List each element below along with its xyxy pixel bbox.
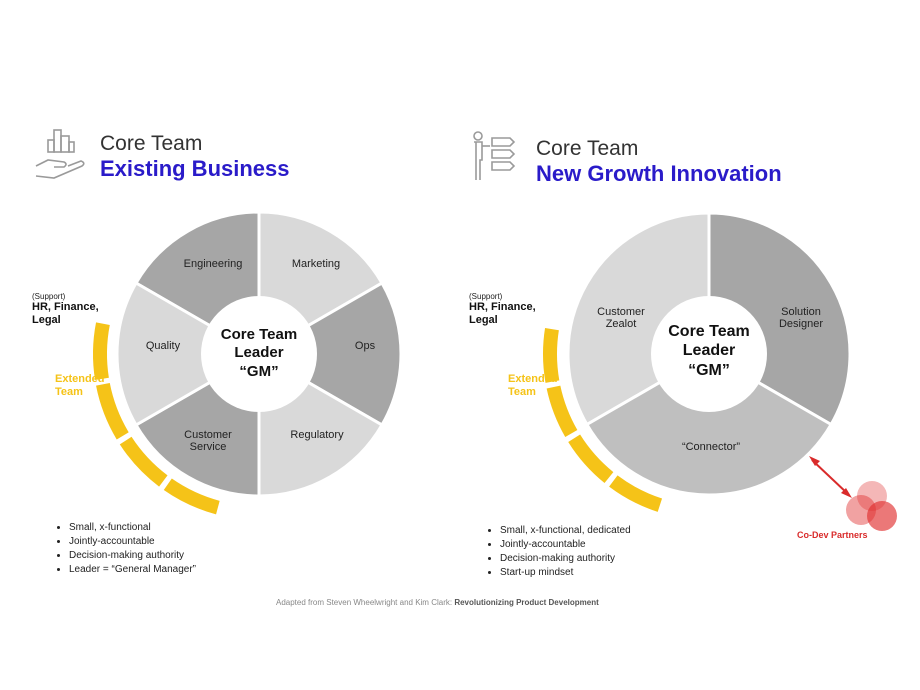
left-support-small: (Support) [32,292,66,301]
codev-partner-circle [867,501,897,531]
right-title-main: New Growth Innovation [536,161,782,186]
left-extended-team-arc [96,383,129,440]
right-center-line-2: Leader [683,342,735,359]
segment-connector-label: “Connector” [682,441,740,453]
left-center-circle [201,296,317,412]
left-extended-team-arc [93,322,110,380]
segment-service-label: Service [190,441,227,453]
segment-customer-zealot-line-1: Customer [597,306,645,318]
segment-marketing-label: Marketing [292,258,340,270]
right-extended-team-arc [568,434,614,484]
left-title-sub: Core Team [100,132,203,155]
left-support-main: HR, Finance, Legal [32,301,99,326]
left-extended-team-arc [119,436,168,487]
left-bullet: Decision-making authority [69,549,305,563]
left-extended-team: Extended Team [55,373,105,398]
segment-customer-zealot-line-2: Zealot [606,318,637,330]
footer-book-title: Revolutionizing Product Development [454,598,599,607]
right-bullet: Decision-making authority [500,552,746,566]
right-bullet: Jointly-accountable [500,538,746,552]
codev-partners-label: Co-Dev Partners [797,530,868,540]
segment-customer-label: Customer [184,429,232,441]
right-title-sub: Core Team [536,137,639,160]
footer-prefix: Adapted from Steven Wheelwright and Kim … [276,598,455,607]
left-core-team-wheel: Core Team Leader “GM” Engineering Market… [93,210,403,515]
existing-business-icon [35,129,85,179]
new-growth-icon [473,131,516,180]
left-bullet: Leader = “General Manager” [69,563,305,577]
right-bullet: Small, x-functional, dedicated [500,524,746,538]
left-support-label: (Support) HR, Finance, Legal [32,292,122,327]
right-extended-team-arc [543,328,560,383]
segment-regulatory-label: Regulatory [290,429,344,441]
right-center-line-1: Core Team [668,323,750,340]
right-support-label: (Support) HR, Finance, Legal [469,292,559,327]
codev-arrow-line [811,459,849,495]
left-extended-team-arc [163,478,220,515]
segment-solution-designer-line-1: Solution [781,306,821,318]
segment-engineering-label: Engineering [184,258,243,270]
left-bullet-list: Small, x-functional Jointly-accountable … [55,521,305,577]
left-title-main: Existing Business [100,156,290,181]
right-core-team-wheel: Core Team Leader “GM” Customer Zealot So… [543,211,897,531]
left-bullet: Small, x-functional [69,521,305,535]
segment-solution-designer-line-2: Designer [779,318,823,330]
source-footer: Adapted from Steven Wheelwright and Kim … [276,598,599,607]
right-bullet: Start-up mindset [500,566,746,580]
left-bullet: Jointly-accountable [69,535,305,549]
right-extended-team-arc [546,385,578,437]
left-center-line-2: Leader [234,344,283,361]
right-extended-team-arc [609,475,663,512]
segment-ops-label: Ops [355,340,376,352]
right-center-circle [651,296,767,412]
right-support-small: (Support) [469,292,503,301]
right-support-main: HR, Finance, Legal [469,301,536,326]
segment-quality-label: Quality [146,340,181,352]
left-center-line-3: “GM” [239,363,278,380]
codev-arrow-head-start [809,456,820,466]
left-center-line-1: Core Team [221,326,297,343]
right-bullet-list: Small, x-functional, dedicated Jointly-a… [486,524,746,580]
codev-arrow-head-end [841,488,852,498]
right-center-line-3: “GM” [688,362,730,379]
